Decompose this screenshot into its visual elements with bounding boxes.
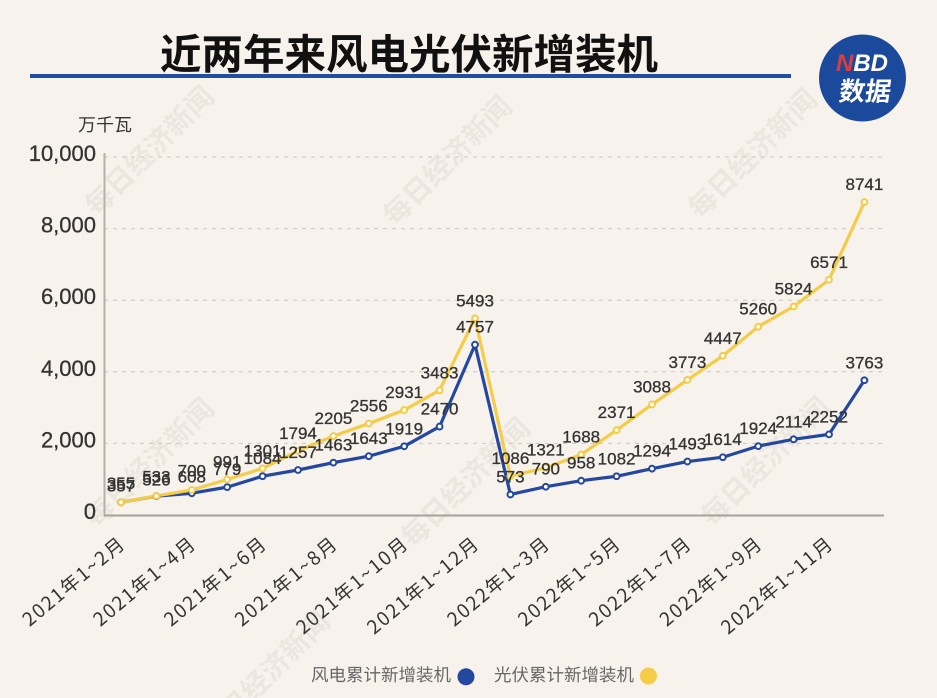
svg-text:1257: 1257 <box>279 443 317 462</box>
svg-text:6,000: 6,000 <box>41 284 96 309</box>
svg-text:2252: 2252 <box>810 407 848 426</box>
svg-text:1643: 1643 <box>350 429 388 448</box>
svg-text:1493: 1493 <box>668 435 706 454</box>
svg-text:6571: 6571 <box>810 253 848 272</box>
svg-text:8741: 8741 <box>845 175 883 194</box>
svg-text:3483: 3483 <box>421 363 459 382</box>
svg-text:991: 991 <box>213 453 241 472</box>
svg-text:1294: 1294 <box>633 442 671 461</box>
svg-text:2114: 2114 <box>775 412 812 431</box>
svg-text:2205: 2205 <box>314 409 352 428</box>
svg-text:3763: 3763 <box>845 353 883 372</box>
svg-text:5260: 5260 <box>739 300 777 319</box>
svg-text:5493: 5493 <box>456 291 494 310</box>
svg-text:1688: 1688 <box>562 428 600 447</box>
svg-text:1794: 1794 <box>279 424 317 443</box>
svg-text:NBD: NBD <box>836 50 888 77</box>
svg-text:2371: 2371 <box>598 403 636 422</box>
svg-text:2470: 2470 <box>421 400 459 419</box>
svg-text:3773: 3773 <box>668 353 706 372</box>
svg-text:1924: 1924 <box>739 419 777 438</box>
svg-text:2931: 2931 <box>385 383 423 402</box>
svg-text:700: 700 <box>178 461 206 480</box>
svg-text:355: 355 <box>107 474 135 493</box>
svg-text:4,000: 4,000 <box>41 356 96 381</box>
svg-text:526: 526 <box>142 471 170 490</box>
svg-text:2556: 2556 <box>350 396 388 415</box>
svg-text:1919: 1919 <box>385 419 423 438</box>
svg-text:1086: 1086 <box>491 449 529 468</box>
svg-text:1082: 1082 <box>598 449 636 468</box>
svg-text:1301: 1301 <box>244 441 282 460</box>
svg-text:5824: 5824 <box>775 280 813 299</box>
svg-text:3088: 3088 <box>633 377 671 396</box>
svg-text:4447: 4447 <box>704 329 742 348</box>
svg-text:1321: 1321 <box>527 441 565 460</box>
svg-text:1463: 1463 <box>314 436 352 455</box>
svg-text:779: 779 <box>213 460 241 479</box>
svg-text:4757: 4757 <box>456 318 494 337</box>
svg-text:1084: 1084 <box>244 449 282 468</box>
svg-text:357: 357 <box>107 477 135 496</box>
svg-text:790: 790 <box>532 460 560 479</box>
svg-text:10,000: 10,000 <box>29 141 96 166</box>
svg-text:1614: 1614 <box>704 430 742 449</box>
svg-text:533: 533 <box>142 467 170 486</box>
svg-text:608: 608 <box>178 468 206 487</box>
svg-text:958: 958 <box>567 454 595 473</box>
svg-text:0: 0 <box>84 499 96 524</box>
svg-text:2,000: 2,000 <box>41 427 96 452</box>
svg-text:8,000: 8,000 <box>41 213 96 238</box>
svg-text:573: 573 <box>496 467 524 486</box>
